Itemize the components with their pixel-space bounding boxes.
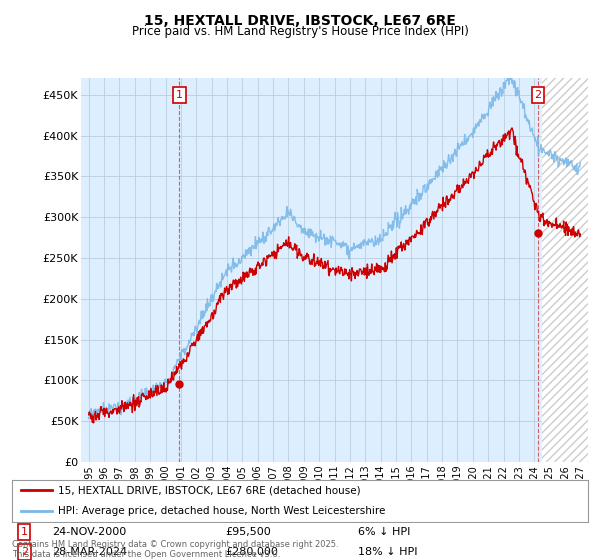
Text: Price paid vs. HM Land Registry's House Price Index (HPI): Price paid vs. HM Land Registry's House … — [131, 25, 469, 38]
Text: £95,500: £95,500 — [225, 527, 271, 537]
Text: 1: 1 — [176, 90, 183, 100]
Text: 2: 2 — [20, 547, 28, 557]
Text: 24-NOV-2000: 24-NOV-2000 — [52, 527, 127, 537]
Text: 6% ↓ HPI: 6% ↓ HPI — [358, 527, 410, 537]
Bar — [542, 78, 588, 462]
Text: 15, HEXTALL DRIVE, IBSTOCK, LE67 6RE: 15, HEXTALL DRIVE, IBSTOCK, LE67 6RE — [144, 14, 456, 28]
Text: 18% ↓ HPI: 18% ↓ HPI — [358, 547, 417, 557]
Bar — [542, 78, 588, 462]
Text: 1: 1 — [20, 527, 28, 537]
Text: £280,000: £280,000 — [225, 547, 278, 557]
Text: HPI: Average price, detached house, North West Leicestershire: HPI: Average price, detached house, Nort… — [58, 506, 385, 516]
Text: Contains HM Land Registry data © Crown copyright and database right 2025.
This d: Contains HM Land Registry data © Crown c… — [12, 540, 338, 559]
Text: 2: 2 — [535, 90, 541, 100]
Text: 15, HEXTALL DRIVE, IBSTOCK, LE67 6RE (detached house): 15, HEXTALL DRIVE, IBSTOCK, LE67 6RE (de… — [58, 486, 361, 496]
Text: 28-MAR-2024: 28-MAR-2024 — [52, 547, 127, 557]
